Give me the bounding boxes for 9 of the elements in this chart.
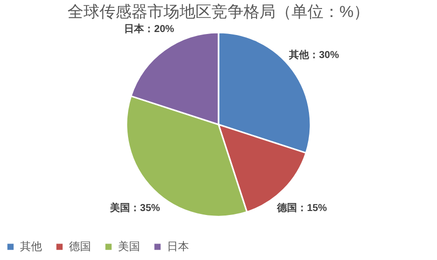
legend-label: 德国 bbox=[69, 240, 91, 253]
data-label: 德国：15% bbox=[276, 202, 328, 214]
legend-label: 其他 bbox=[20, 240, 42, 253]
data-label: 美国：35% bbox=[109, 202, 160, 214]
legend-label: 日本 bbox=[167, 240, 189, 253]
legend-label: 美国 bbox=[118, 240, 140, 253]
data-label: 日本：20% bbox=[124, 23, 174, 36]
data-label: 其他：30% bbox=[288, 49, 340, 62]
chart-title: 全球传感器市场地区竞争格局（单位：%） bbox=[67, 3, 370, 22]
